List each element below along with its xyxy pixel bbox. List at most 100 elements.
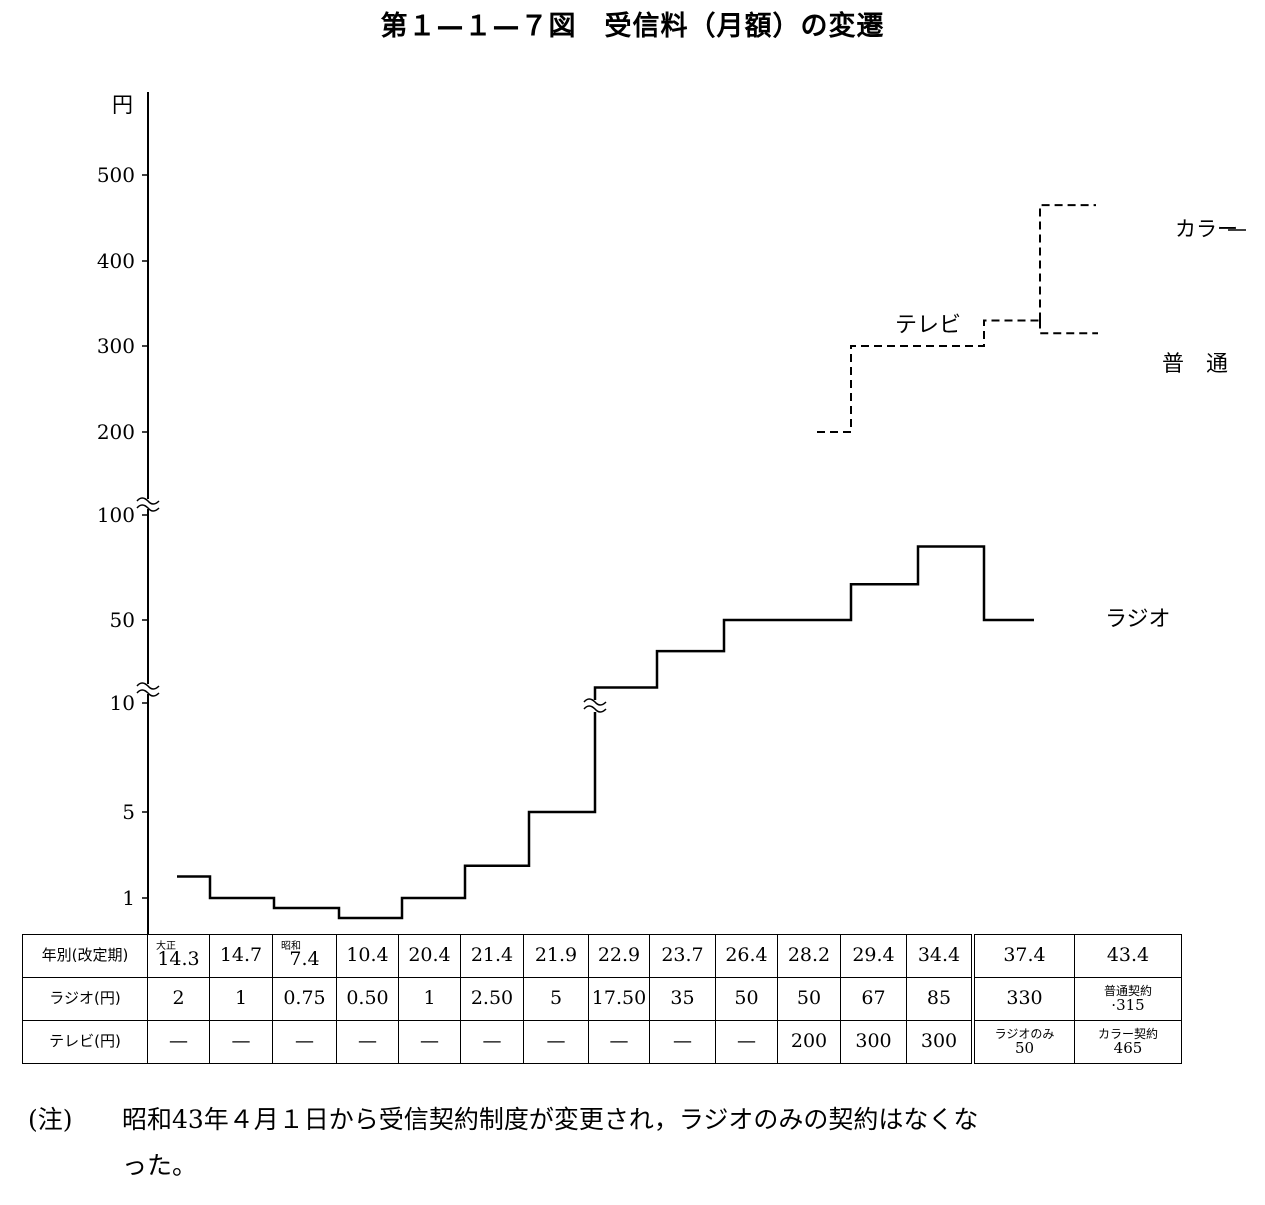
radio-break-gap: [583, 700, 607, 712]
table-cell-year: 28.2: [777, 934, 841, 978]
year-value: 14.3: [157, 948, 200, 971]
series-tv-line: [817, 319, 1040, 433]
axis-break-100-upper: [136, 497, 160, 505]
year-value: 29.4: [852, 944, 895, 967]
footnote: (注) 昭和43年４月１日から受信契約制度が変更され，ラジオのみの契約はなくな っ…: [28, 1097, 1253, 1189]
y-unit-label: 円: [112, 93, 133, 117]
table-cell-year: 10.4: [336, 934, 399, 978]
year-value: 20.4: [408, 944, 451, 967]
table-cell-radio: 35: [649, 977, 716, 1021]
table-cell-year: 14.7: [209, 934, 273, 978]
table-cell-year: 20.4: [398, 934, 461, 978]
table-cell-year: 22.9: [588, 934, 650, 978]
axis-break-10-gap: [136, 684, 160, 694]
series-label-normal: 普 通: [1162, 352, 1228, 377]
table-cell-radio: 1: [398, 977, 461, 1021]
table-cell-tv: 300: [840, 1020, 907, 1064]
table-cell-year: 23.7: [649, 934, 716, 978]
footnote-line-2: った。: [122, 1151, 198, 1180]
y-axis: 円 1 5 10 50 100 200 300 400 500: [97, 92, 160, 935]
series-label-tv: テレビ: [895, 313, 961, 338]
table-cell-radio: 0.75: [272, 977, 337, 1021]
table-cell-tv: 200: [777, 1020, 841, 1064]
series-label-radio: ラジオ: [1105, 607, 1171, 632]
radio-value: ·315: [1111, 996, 1145, 1014]
axis-break-100-lower: [136, 504, 160, 512]
row-header-tv: テレビ(円): [22, 1020, 148, 1064]
y-tick-label: 1: [122, 886, 135, 910]
table-row-year: 年別(改定期) 大正 14.3 14.7 昭和 7.4 10.4 20.4 21.4 21.9 2…: [22, 934, 1182, 978]
footnote-label: (注): [28, 1105, 73, 1134]
series-label-color: カラー: [1175, 217, 1238, 241]
year-value: 43.4: [1106, 944, 1150, 967]
table-row-tv: テレビ(円) — — — — — — — — — —200 300 300 ラジオのみ 50 カラー契約 46…: [22, 1020, 1182, 1064]
table-cell-radio: 85: [906, 977, 974, 1021]
table-cell-year: 昭和 7.4: [272, 934, 337, 978]
series-color-line: [1039, 204, 1096, 321]
table-cell-radio: 1: [209, 977, 273, 1021]
era-label: 大正: [156, 941, 176, 953]
table-cell-radio: 普通契約 ·315: [1074, 977, 1182, 1021]
year-value: 21.9: [534, 944, 578, 967]
axis-break-10-upper: [136, 682, 160, 690]
footnote-line-1: (注) 昭和43年４月１日から受信契約制度が変更され，ラジオのみの契約はなくな: [28, 1097, 1253, 1143]
y-tick-label: 400: [97, 249, 135, 273]
row-header-radio: ラジオ(円): [22, 977, 148, 1021]
y-tick-label: 500: [97, 163, 135, 187]
era-label: 昭和: [281, 941, 301, 953]
table-cell-tv: —: [588, 1020, 650, 1064]
table-cell-radio: 0.50: [336, 977, 399, 1021]
table-cell-year: 大正 14.3: [147, 934, 210, 978]
table-cell-radio: 50: [715, 977, 778, 1021]
table-cell-year: 26.4: [715, 934, 778, 978]
series-lines: [177, 204, 1098, 920]
table-cell-tv: —: [272, 1020, 337, 1064]
year-value: 37.4: [1003, 944, 1046, 967]
tv-label: カラー契約: [1097, 1027, 1158, 1041]
table-cell-tv: —: [715, 1020, 778, 1064]
table-cell-year: 29.4: [840, 934, 907, 978]
y-tick-label: 50: [110, 608, 135, 632]
table-cell-radio: 2.50: [460, 977, 524, 1021]
table-cell-tv: —: [398, 1020, 461, 1064]
year-value: 23.7: [661, 944, 704, 967]
table-cell-radio: 50: [777, 977, 841, 1021]
radio-label: 普通契約: [1103, 984, 1152, 998]
table-cell-radio: 2: [147, 977, 210, 1021]
table-cell-radio: 5: [523, 977, 589, 1021]
table-row-radio: ラジオ(円) 2 1 0.75 0.50 1 2.50 5 17.50 35 50 50 67 85 33…: [22, 977, 1182, 1021]
table-cell-tv: —: [460, 1020, 524, 1064]
y-tick-label: 100: [97, 503, 135, 527]
revision-table: 年別(改定期) 大正 14.3 14.7 昭和 7.4 10.4 20.4 21.4 21.9 2…: [22, 934, 1182, 1064]
table-cell-tv: —: [147, 1020, 210, 1064]
table-cell-tv: —: [336, 1020, 399, 1064]
chart-title: 第１—１—７図 受信料（月額）の変遷: [380, 11, 885, 42]
axis-break-10-lower: [136, 689, 160, 697]
table-cell-tv: —: [209, 1020, 273, 1064]
year-value: 22.9: [597, 944, 641, 967]
table-cell-tv: —: [649, 1020, 716, 1064]
radio-break-upper: [583, 698, 607, 706]
year-value: 10.4: [346, 944, 389, 967]
table-cell-tv: 300: [906, 1020, 974, 1064]
table-cell-year: 34.4: [906, 934, 974, 978]
y-tick-label: 300: [97, 334, 135, 358]
footnote-text-1: 昭和43年４月１日から受信契約制度が変更され，ラジオのみの契約はなくな: [122, 1105, 979, 1134]
series-radio-line: [177, 545, 1034, 920]
y-tick-label: 200: [97, 420, 135, 444]
axis-break-100-gap: [136, 499, 160, 509]
table-cell-tv: —: [523, 1020, 589, 1064]
year-value: 14.7: [219, 944, 263, 967]
year-value: 34.4: [917, 944, 961, 967]
tv-value: 465: [1113, 1039, 1143, 1057]
table-cell-radio: 17.50: [588, 977, 650, 1021]
table-cell-year: 21.9: [523, 934, 589, 978]
year-value: 26.4: [725, 944, 768, 967]
series-normal-line: [1039, 320, 1098, 335]
table-cell-radio: 67: [840, 977, 907, 1021]
table-cell-tv: ラジオのみ 50: [971, 1020, 1075, 1064]
radio-break-lower: [583, 705, 607, 713]
table-cell-year: 43.4: [1074, 934, 1182, 978]
